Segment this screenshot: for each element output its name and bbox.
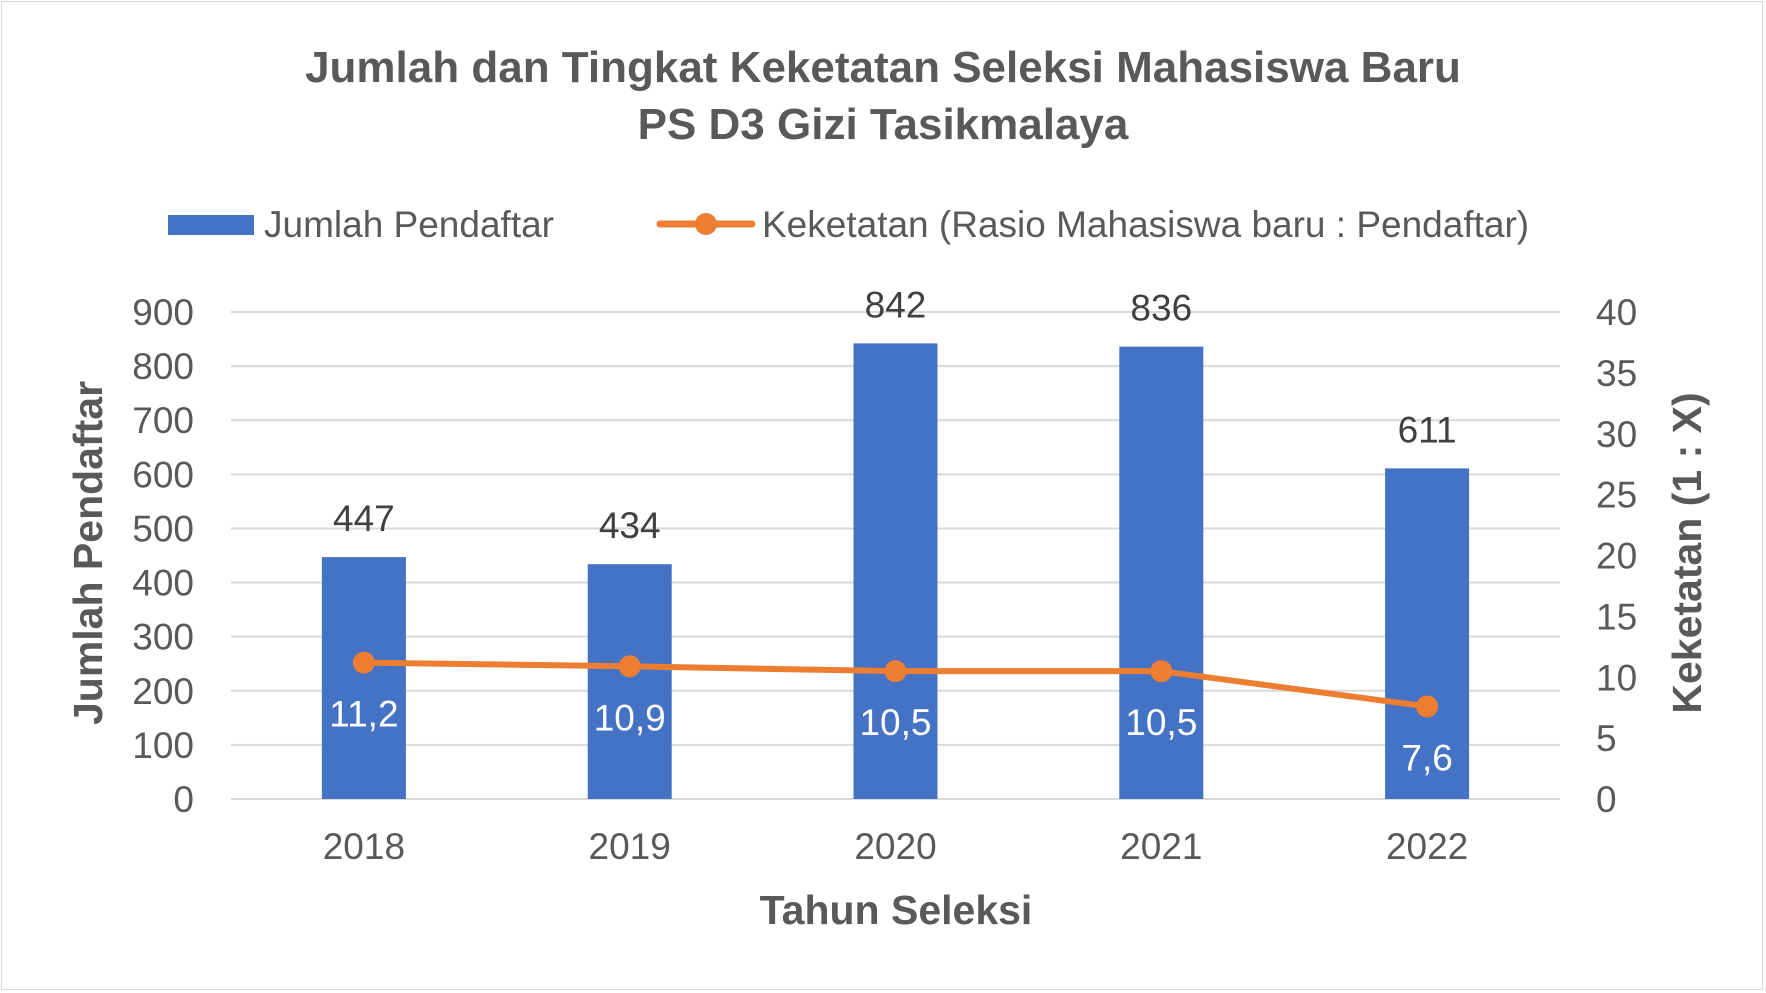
bar bbox=[587, 564, 672, 799]
bar bbox=[853, 343, 938, 799]
y-tick-label: 100 bbox=[132, 725, 194, 766]
y-tick-label: 700 bbox=[132, 400, 194, 441]
y2-tick-label: 0 bbox=[1596, 779, 1617, 820]
line-value-label: 10,5 bbox=[859, 702, 931, 743]
chart-title: Jumlah dan Tingkat Keketatan Seleksi Mah… bbox=[305, 43, 1461, 92]
y2-tick-label: 5 bbox=[1596, 718, 1617, 759]
bar-value-label: 842 bbox=[865, 284, 927, 325]
y2-tick-label: 25 bbox=[1596, 475, 1637, 516]
legend-line-marker bbox=[695, 213, 717, 235]
line-series bbox=[352, 651, 1439, 718]
bar-series bbox=[321, 343, 1470, 799]
y2-tick-label: 40 bbox=[1596, 292, 1637, 333]
x-tick-label: 2022 bbox=[1386, 826, 1468, 867]
line-point bbox=[1416, 695, 1439, 718]
y-tick-label: 400 bbox=[132, 563, 194, 604]
line-point bbox=[352, 651, 375, 674]
y2-tick-label: 20 bbox=[1596, 536, 1637, 577]
y2-tick-label: 35 bbox=[1596, 353, 1637, 394]
y2-tick-label: 30 bbox=[1596, 414, 1637, 455]
legend-line-label: Keketatan (Rasio Mahasiswa baru : Pendaf… bbox=[762, 204, 1529, 245]
y-tick-label: 600 bbox=[132, 454, 194, 495]
line-value-label: 11,2 bbox=[329, 694, 398, 735]
y-tick-label: 800 bbox=[132, 346, 194, 387]
bar-value-label: 434 bbox=[599, 505, 661, 546]
bar-value-label: 611 bbox=[1398, 409, 1457, 450]
bar bbox=[1385, 468, 1470, 799]
data-labels: 447 434 842 836 611 11,2 10,9 10,5 10,5 7,6 bbox=[329, 284, 1456, 778]
y2-axis-title: Keketatan (1 : X) bbox=[1664, 392, 1710, 713]
x-tick-label: 2019 bbox=[589, 826, 671, 867]
line-point bbox=[618, 655, 641, 678]
legend-bar-swatch bbox=[168, 215, 254, 235]
line-point bbox=[884, 660, 907, 683]
y-tick-label: 500 bbox=[132, 508, 194, 549]
line-value-label: 10,5 bbox=[1125, 702, 1197, 743]
y-axis-title: Jumlah Pendaftar bbox=[65, 381, 111, 725]
y-tick-label: 200 bbox=[132, 671, 194, 712]
bar-value-label: 836 bbox=[1130, 288, 1192, 329]
axis-ticks: 0 100 200 300 400 500 600 700 800 900 0 5 10 15 20 25 30… bbox=[132, 292, 1637, 867]
y2-tick-label: 10 bbox=[1596, 657, 1637, 698]
x-tick-label: 2020 bbox=[854, 826, 936, 867]
line-point bbox=[1150, 660, 1173, 683]
bar bbox=[1119, 346, 1204, 799]
bar bbox=[321, 557, 406, 799]
line-value-label: 7,6 bbox=[1401, 737, 1452, 778]
legend: Jumlah Pendaftar Keketatan (Rasio Mahasi… bbox=[168, 204, 1529, 245]
y-tick-label: 300 bbox=[132, 617, 194, 658]
legend-bar-label: Jumlah Pendaftar bbox=[264, 204, 554, 245]
y-tick-label: 900 bbox=[132, 292, 194, 333]
y-tick-label: 0 bbox=[173, 779, 194, 820]
x-axis-title: Tahun Seleksi bbox=[760, 887, 1033, 933]
x-tick-label: 2021 bbox=[1120, 826, 1202, 867]
line-value-label: 10,9 bbox=[594, 697, 666, 738]
chart-subtitle: PS D3 Gizi Tasikmalaya bbox=[638, 100, 1129, 149]
x-tick-label: 2018 bbox=[323, 826, 405, 867]
bar-value-label: 447 bbox=[333, 498, 395, 539]
y2-tick-label: 15 bbox=[1596, 596, 1637, 637]
